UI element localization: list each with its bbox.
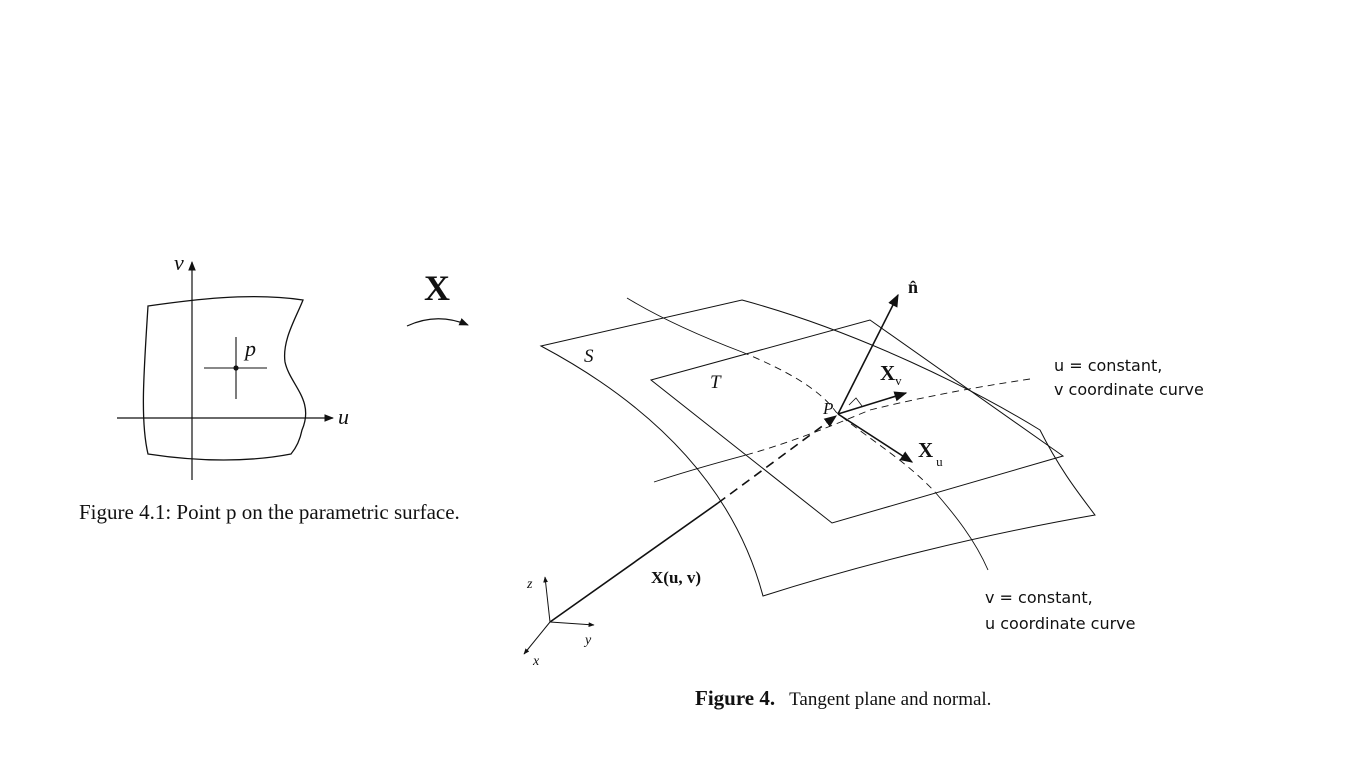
v-constant-label-line1: v = constant, xyxy=(985,588,1093,607)
right-figure-caption-text: Tangent plane and normal. xyxy=(789,689,991,710)
position-vector-label: X(u, v) xyxy=(651,568,701,587)
y-axis-label: y xyxy=(583,633,592,648)
left-figure-caption: Figure 4.1: Point p on the parametric su… xyxy=(79,500,460,524)
right-angle-mark xyxy=(848,397,863,407)
xv-subscript: v xyxy=(895,373,902,388)
domain-region-outline xyxy=(142,295,307,461)
v-coordinate-curve-dashed xyxy=(745,378,1031,456)
tangent-plane-t-outline xyxy=(649,319,1065,524)
surface-s-label: S xyxy=(584,346,594,367)
u-axis-label: u xyxy=(338,404,349,429)
normal-vector xyxy=(837,293,899,415)
u-coordinate-curve-top xyxy=(626,297,743,353)
point-p-label: p xyxy=(243,336,256,361)
u-coordinate-curve-bottom xyxy=(934,491,989,571)
point-p-dot xyxy=(233,365,239,371)
xu-subscript: u xyxy=(936,454,943,469)
mapping-arrow xyxy=(406,318,469,327)
xv-vector xyxy=(837,391,908,415)
right-figure-caption: Figure 4. Tangent plane and normal. xyxy=(695,686,991,710)
position-vector-solid xyxy=(549,502,719,623)
parameter-domain-figure: u v p Figure 4.1: Point p on the paramet… xyxy=(79,250,460,524)
x-axis xyxy=(523,621,551,655)
normal-label: n̂ xyxy=(908,277,918,297)
v-axis-label: v xyxy=(174,250,184,275)
y-axis xyxy=(549,621,595,628)
surface-s-outline xyxy=(539,299,1096,597)
v-constant-label-line2: u coordinate curve xyxy=(985,614,1135,633)
xu-vector xyxy=(837,413,914,463)
mapping-label: X xyxy=(424,268,450,308)
tangent-plane-t-label: T xyxy=(710,372,722,393)
u-constant-label-line2: v coordinate curve xyxy=(1054,380,1204,399)
u-coordinate-curve-dashed xyxy=(741,351,936,493)
mapping-arrow-group: X xyxy=(406,268,469,327)
xv-label: Xv xyxy=(880,361,902,388)
right-figure-caption-label: Figure 4. xyxy=(695,686,775,710)
position-vector-dashed xyxy=(717,415,838,504)
z-axis-label: z xyxy=(526,577,533,592)
z-axis xyxy=(543,576,551,623)
v-coordinate-curve-left xyxy=(653,454,747,483)
u-constant-label-line1: u = constant, xyxy=(1054,356,1162,375)
point-p-upper-label: P xyxy=(822,399,833,418)
x-axis-label: x xyxy=(532,654,540,669)
